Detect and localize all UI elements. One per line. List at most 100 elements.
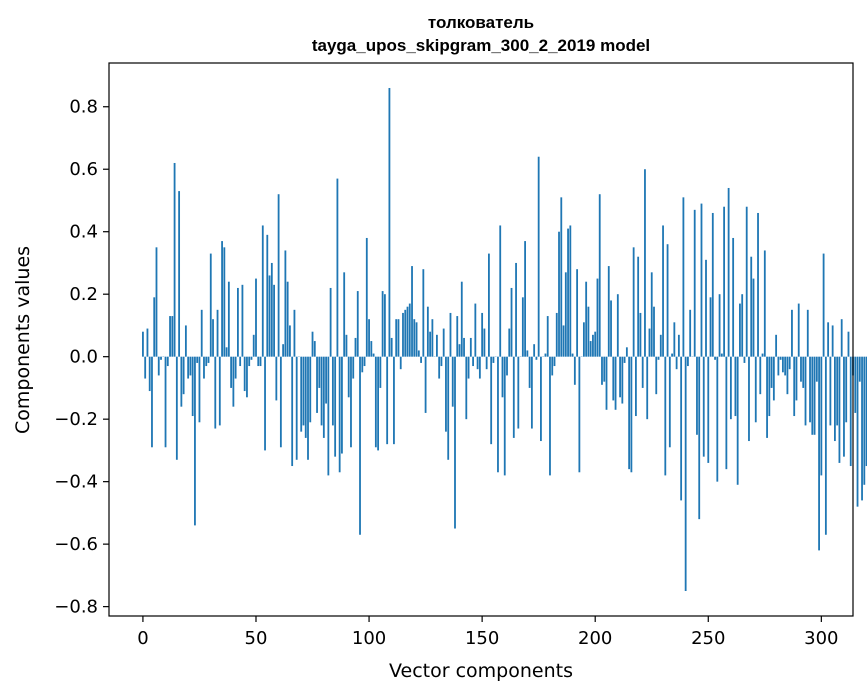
bar-254 [716,356,719,482]
bar-111 [393,356,395,445]
bar-44 [241,284,244,357]
bar-214 [625,347,628,357]
bar-79 [320,356,323,426]
bar-5 [153,297,156,357]
bar-140 [458,344,461,357]
bar-92 [350,356,352,448]
bar-299 [818,356,820,551]
bar-205 [605,356,608,410]
bar-273 [759,356,762,395]
bar-141 [460,281,463,357]
chart-title: толкователь [428,13,534,32]
plot-frame [108,62,854,617]
bar-21 [189,356,192,376]
bar-128 [431,319,434,357]
bar-282 [779,356,782,360]
bar-246 [698,356,701,520]
bar-85 [334,356,337,457]
y-tick-label: −0.6 [54,534,98,555]
bar-230 [662,225,664,357]
bar-39 [230,356,233,388]
bar-123 [420,356,422,363]
y-tick-label: −0.2 [54,409,98,430]
bar-259 [727,187,730,357]
bar-310 [843,356,845,457]
bar-249 [705,259,707,357]
bar-104 [377,356,380,451]
bars-group [142,87,867,591]
bar-164 [512,356,515,438]
bar-218 [635,356,637,417]
y-tick-label: −0.4 [54,472,98,493]
bar-225 [650,272,653,357]
bar-234 [671,353,673,357]
bar-40 [232,356,235,407]
bar-73 [307,356,309,460]
bar-263 [736,356,739,485]
bar-152 [485,356,488,370]
bar-316 [856,356,859,507]
bar-110 [390,337,393,357]
bar-174 [535,356,538,360]
bar-289 [795,356,798,401]
bar-139 [456,316,459,357]
bar-189 [569,225,572,357]
bar-172 [530,356,533,429]
bar-201 [596,278,599,357]
bar-22 [191,356,194,417]
bar-253 [714,356,716,360]
bar-72 [304,356,307,438]
bar-298 [815,356,818,382]
y-axis-ticks: −0.8 −0.6 −0.4 −0.2 0.0 0.2 0.4 0.6 0.8 [54,97,109,618]
bar-210 [616,294,619,357]
bar-102 [372,353,375,357]
bar-60 [277,194,280,357]
bar-208 [612,356,615,401]
bar-13 [171,316,174,357]
bar-126 [426,306,429,357]
bar-293 [804,356,807,426]
bar-193 [578,356,581,473]
bar-301 [822,253,825,357]
bar-37 [225,347,228,357]
bar-50 [255,278,257,357]
bar-28 [205,356,208,367]
bar-3 [148,356,151,392]
bar-76 [313,341,316,357]
bar-7 [157,356,160,376]
x-tick-label: 100 [352,628,386,649]
bar-87 [338,356,341,473]
bar-1 [144,356,147,379]
bar-42 [237,287,239,357]
bar-24 [196,356,199,363]
bar-96 [359,356,361,535]
bar-43 [239,356,242,367]
chart-subtitle: tayga_upos_skipgram_300_2_2019 model [312,36,650,55]
bar-53 [261,225,264,357]
bar-158 [499,225,502,357]
bar-199 [592,334,594,357]
bar-240 [684,356,687,591]
bar-98 [363,356,366,367]
bar-302 [824,356,827,535]
bar-274 [761,353,764,357]
bar-16 [178,191,181,357]
bar-31 [212,319,214,357]
bar-115 [402,312,404,357]
bar-204 [603,356,606,382]
bar-56 [268,275,271,357]
bar-248 [702,356,705,457]
bar-175 [537,156,540,357]
bar-8 [160,356,162,360]
bar-306 [834,356,836,442]
bar-136 [449,312,452,357]
bar-176 [540,356,542,442]
bar-288 [793,356,796,417]
bar-97 [361,356,364,373]
bar-30 [209,253,212,357]
bar-63 [284,250,287,357]
bar-114 [399,356,402,370]
bar-17 [180,356,183,407]
bar-279 [772,356,775,401]
bar-190 [571,353,574,357]
